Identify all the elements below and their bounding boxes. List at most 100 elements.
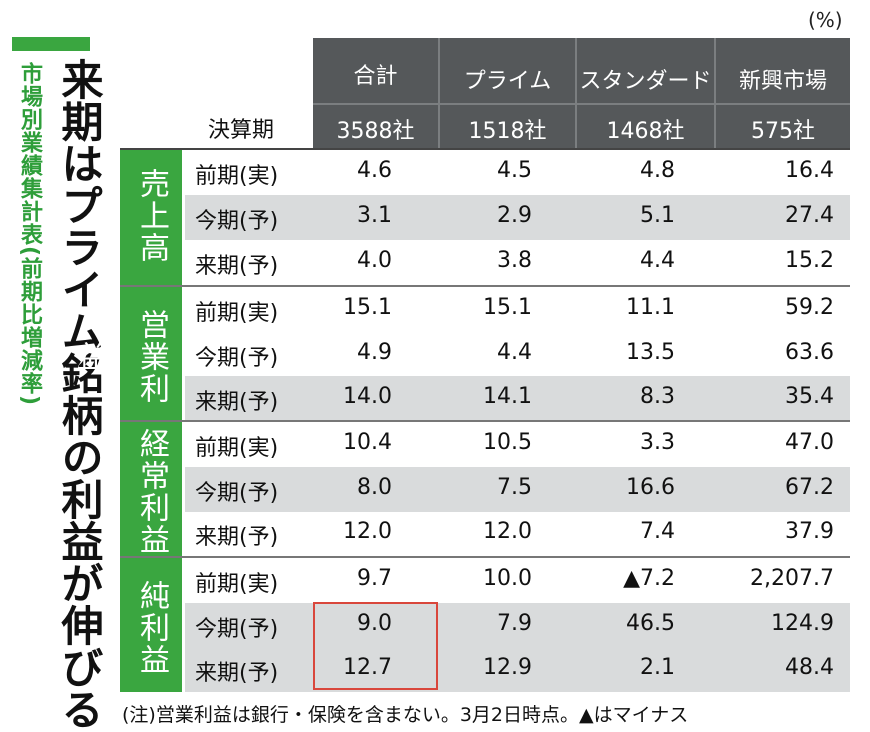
group-name: 営業利益 xyxy=(72,308,169,405)
table-row: 今期(予) 4.9 4.4 13.5 63.6 xyxy=(185,332,850,377)
cell-growth: 67.2 xyxy=(785,475,834,500)
row-label: 来期(予) xyxy=(195,525,279,550)
cell-prime: 10.0 xyxy=(483,566,532,591)
group-divider xyxy=(120,285,850,287)
column-header-growth: 新興市場 xyxy=(738,69,827,94)
accent-bar xyxy=(12,37,90,51)
cell-total: 12.7 xyxy=(343,655,392,680)
cell-standard: 2.1 xyxy=(640,655,675,680)
row-label: 今期(予) xyxy=(195,481,279,506)
cell-growth: 37.9 xyxy=(785,519,834,544)
table-row: 来期(予) 12.7 12.9 2.1 48.4 xyxy=(185,647,850,692)
table-row: 来期(予) 4.0 3.8 4.4 15.2 xyxy=(185,240,850,285)
group-divider xyxy=(120,556,850,558)
group-name: 純利益 xyxy=(134,580,169,676)
header-baseline xyxy=(120,148,850,150)
period-header: 決算期 xyxy=(208,118,275,143)
table-header xyxy=(313,38,850,148)
row-label: 来期(予) xyxy=(195,254,279,279)
highlight-box xyxy=(313,602,438,690)
table-row: 前期(実) 10.4 10.5 3.3 47.0 xyxy=(185,422,850,467)
cell-standard: 4.4 xyxy=(640,248,675,273)
cell-total: 12.0 xyxy=(343,519,392,544)
group-divider xyxy=(120,420,850,422)
cell-standard: 7.4 xyxy=(640,519,675,544)
cell-growth: 2,207.7 xyxy=(750,566,834,591)
cell-standard: 8.3 xyxy=(640,384,675,409)
cell-total: 9.0 xyxy=(357,611,392,636)
table-row: 今期(予) 9.0 7.9 46.5 124.9 xyxy=(185,603,850,648)
cell-prime: 2.9 xyxy=(497,203,532,228)
column-count-prime: 1518社 xyxy=(468,119,547,144)
cell-prime: 14.1 xyxy=(483,384,532,409)
cell-prime: 4.5 xyxy=(497,158,532,183)
cell-standard: ▲7.2 xyxy=(623,566,675,591)
row-label: 今期(予) xyxy=(195,209,279,234)
column-header-total: 合計 xyxy=(353,64,398,89)
cell-prime: 12.0 xyxy=(483,519,532,544)
cell-prime: 12.9 xyxy=(483,655,532,680)
column-header-standard: スタンダード xyxy=(579,69,712,94)
cell-prime: 7.9 xyxy=(497,611,532,636)
cell-growth: 16.4 xyxy=(785,158,834,183)
group-name: 売上高 xyxy=(134,168,169,264)
cell-growth: 59.2 xyxy=(785,295,834,320)
header-separator xyxy=(575,38,577,148)
cell-standard: 16.6 xyxy=(626,475,675,500)
title: 来期はプライム銘柄の利益が伸びる xyxy=(55,58,104,730)
cell-total: 4.0 xyxy=(357,248,392,273)
cell-total: 4.9 xyxy=(357,340,392,365)
row-label: 前期(実) xyxy=(195,301,279,326)
cell-growth: 15.2 xyxy=(785,248,834,273)
cell-standard: 3.3 xyxy=(640,430,675,455)
table-row: 前期(実) 9.7 10.0 ▲7.2 2,207.7 xyxy=(185,558,850,603)
cell-prime: 3.8 xyxy=(497,248,532,273)
table-row: 今期(予) 3.1 2.9 5.1 27.4 xyxy=(185,195,850,240)
column-count-standard: 1468社 xyxy=(606,119,685,144)
subtitle: 市場別業績集計表(前期比増減率) xyxy=(17,62,42,407)
row-label: 前期(実) xyxy=(195,572,279,597)
column-count-growth: 575社 xyxy=(751,119,815,144)
row-label: 来期(予) xyxy=(195,661,279,686)
row-label: 前期(実) xyxy=(195,436,279,461)
cell-standard: 13.5 xyxy=(626,340,675,365)
footnote: (注)営業利益は銀行・保険を含まない。3月2日時点。▲はマイナス xyxy=(122,704,689,726)
cell-total: 8.0 xyxy=(357,475,392,500)
group-name: 経常利益 xyxy=(134,428,169,556)
group-label-sales: 売上高 xyxy=(120,150,182,285)
row-label: 来期(予) xyxy=(195,390,279,415)
group-label-net-profit: 純利益 xyxy=(120,558,182,692)
cell-total: 4.6 xyxy=(357,158,392,183)
row-label: 今期(予) xyxy=(195,617,279,642)
cell-total: 14.0 xyxy=(343,384,392,409)
cell-growth: 27.4 xyxy=(785,203,834,228)
cell-prime: 7.5 xyxy=(497,475,532,500)
cell-total: 10.4 xyxy=(343,430,392,455)
cell-standard: 4.8 xyxy=(640,158,675,183)
table-row: 来期(予) 14.0 14.1 8.3 35.4 xyxy=(185,376,850,421)
cell-prime: 10.5 xyxy=(483,430,532,455)
cell-total: 15.1 xyxy=(343,295,392,320)
cell-total: 9.7 xyxy=(357,566,392,591)
column-count-total: 3588社 xyxy=(336,119,415,144)
column-header-prime: プライム xyxy=(463,69,552,94)
cell-prime: 15.1 xyxy=(483,295,532,320)
table-row: 前期(実) 4.6 4.5 4.8 16.4 xyxy=(185,150,850,195)
cell-standard: 5.1 xyxy=(640,203,675,228)
row-label: 前期(実) xyxy=(195,164,279,189)
cell-prime: 4.4 xyxy=(497,340,532,365)
cell-growth: 35.4 xyxy=(785,384,834,409)
cell-standard: 46.5 xyxy=(626,611,675,636)
header-separator xyxy=(438,38,440,148)
cell-growth: 124.9 xyxy=(771,611,834,636)
header-separator xyxy=(714,38,716,148)
table-row: 来期(予) 12.0 12.0 7.4 37.9 xyxy=(185,511,850,556)
row-label: 今期(予) xyxy=(195,346,279,371)
cell-growth: 48.4 xyxy=(785,655,834,680)
group-label-operating-profit: 営業利益 xyxy=(72,287,182,420)
cell-growth: 63.6 xyxy=(785,340,834,365)
table-row: 前期(実) 15.1 15.1 11.1 59.2 xyxy=(185,287,850,332)
group-label-ordinary-profit: 経常利益 xyxy=(120,422,182,556)
cell-total: 3.1 xyxy=(357,203,392,228)
unit-label: (%) xyxy=(808,8,843,32)
